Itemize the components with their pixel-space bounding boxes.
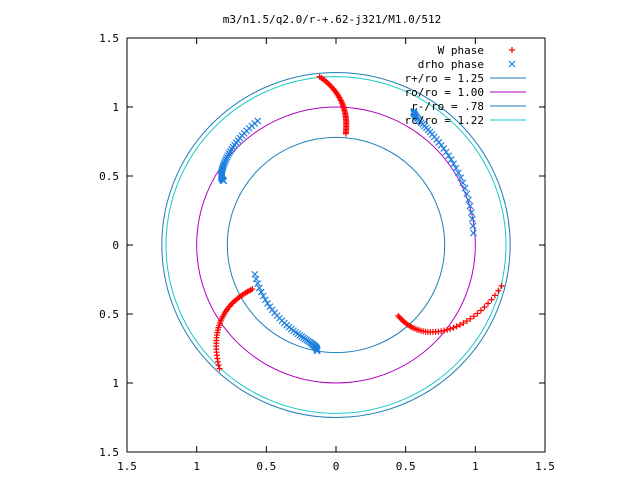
radius-circles [161,72,511,418]
w-phase-point [467,315,474,322]
legend-label: W phase [438,44,484,57]
y-tick-label: 1 [112,377,119,390]
drho-phase-point [445,152,453,160]
drho-phase-point [469,222,477,230]
w-phase-point [453,323,460,330]
drho-phase-point [469,229,477,237]
drho-phase-point [257,288,265,296]
drho-phase-point [220,177,228,185]
legend-w-phase-symbol [509,47,515,53]
x-tick-label: 1.5 [535,460,555,473]
drho-phase-point [463,190,471,198]
w-phase-point [216,365,223,372]
w-phase-point [481,304,488,311]
drho-phase-point [222,155,230,163]
legend-label: rc/ro = 1.22 [405,114,484,127]
x-tick-label: 1.5 [117,460,137,473]
drho-phase-point [254,280,262,287]
drho-phase-point [224,151,232,159]
drho-phase-point [223,153,231,161]
y-tick-label: 1 [112,101,119,114]
drho-phase-point [465,196,472,204]
drho-phase-point [461,184,469,192]
drho-phase-point [467,208,475,216]
w-phase-point [450,324,457,331]
w-phase-point [495,287,502,294]
drho-phase-point [255,284,263,292]
x-tick-label: 0.5 [256,460,276,473]
y-tick-label: 1.5 [99,446,119,459]
drho-phase-point [442,148,450,156]
x-tick-label: 0 [333,460,340,473]
y-tick-label: 0 [112,239,119,252]
drho-phase-point [264,299,271,307]
circle-0.78 [226,136,446,354]
w-phase-point [400,318,407,325]
w-phase-point [470,313,477,320]
w-phase-point [474,310,481,317]
w-phase-point [485,300,492,307]
w-phase-point [342,130,349,137]
drho-phase-point [450,160,458,168]
drho-phase-point [459,179,467,187]
w-phase-point [229,300,236,307]
phase-markers [213,47,516,372]
w-phase-point [477,307,484,314]
w-phase-point [395,312,402,319]
legend-drho-phase-symbol [508,60,516,68]
circle-1.25 [161,72,511,418]
y-tick-label: 1.5 [99,32,119,45]
w-phase-point [488,296,495,303]
legend-label: r-/ro = .78 [411,100,484,113]
w-phase-point [326,81,333,88]
circle-1 [196,106,476,384]
legend-label: r+/ro = 1.25 [405,72,484,85]
w-phase-point [214,358,221,365]
w-phase-point [249,286,256,293]
legend-label: drho phase [418,58,484,71]
drho-phase-point [454,169,462,177]
y-tick-label: 0.5 [99,170,119,183]
w-phase-point [498,282,505,289]
w-phase-point [491,292,498,299]
x-tick-label: 1 [472,460,479,473]
w-phase-point [215,362,222,369]
drho-phase-point [313,347,321,355]
drho-phase-point [468,215,476,223]
w-phase-point [463,318,470,325]
x-tick-label: 1 [193,460,200,473]
w-phase-point [460,320,467,327]
drho-phase-point [251,270,259,278]
w-phase-point [456,321,463,328]
drho-phase-point [225,149,233,157]
drho-phase-point [410,107,418,115]
drho-phase-point [466,202,474,210]
w-phase-point [444,326,451,333]
circle-1.22 [165,76,507,414]
w-phase-point [399,316,406,323]
chart-title: m3/n1.5/q2.0/r-+.62-j321/M1.0/512 [223,13,442,26]
drho-phase-point [452,164,460,172]
x-tick-label: 0.5 [396,460,416,473]
y-tick-label: 0.5 [99,308,119,321]
legend-label: ro/ro = 1.00 [405,86,484,99]
drho-phase-point [447,156,455,164]
drho-phase-point [457,174,465,182]
drho-phase-point [252,275,260,283]
w-phase-point [447,325,454,332]
drho-phase-point [261,296,269,304]
drho-phase-point [259,292,267,300]
axis-ticks: 1.5 1 0.5 0 0.5 1 1.51.510.500.511.5 [99,32,555,473]
